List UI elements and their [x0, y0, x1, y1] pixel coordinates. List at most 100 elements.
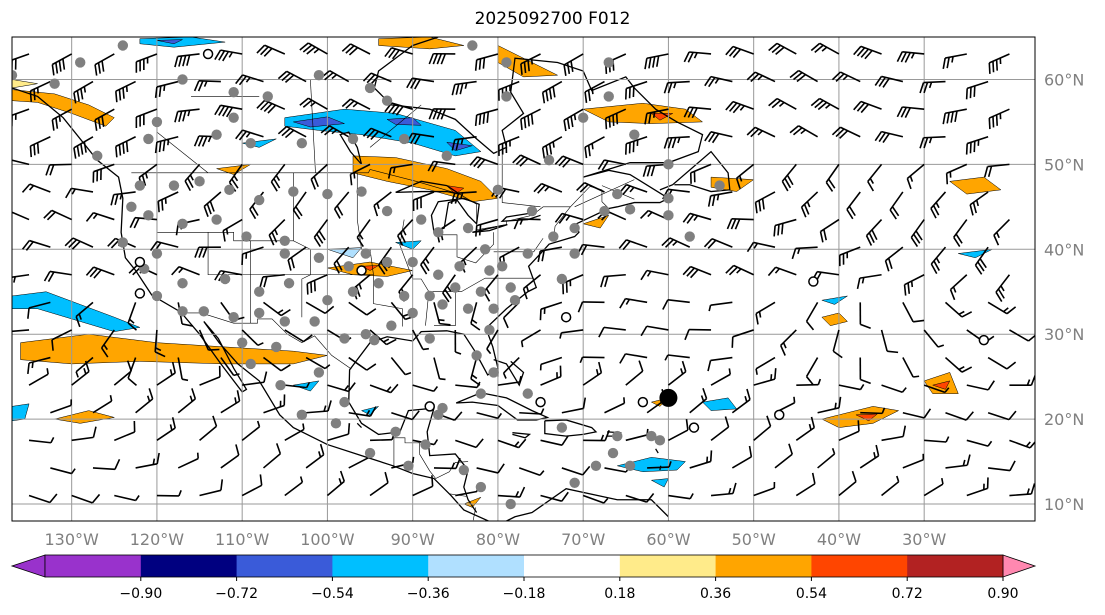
border-line [574, 179, 635, 208]
wind-barb [433, 457, 461, 470]
wind-barb [470, 302, 481, 331]
wind-barb [433, 302, 451, 326]
wind-barb [73, 136, 94, 159]
wind-barb [988, 108, 1010, 130]
wind-barb [241, 329, 264, 347]
wind-barb [725, 264, 755, 276]
station-dot [441, 150, 452, 162]
station-dot [288, 186, 299, 197]
wind-barb [486, 329, 499, 355]
station-dot [211, 214, 222, 225]
wind-barb [277, 70, 307, 83]
wind-barb [29, 80, 51, 102]
station-open-circle [688, 422, 700, 433]
wind-barb [71, 426, 97, 442]
wind-barb [942, 53, 967, 70]
station-open-circle [424, 401, 435, 412]
shaded-region [12, 291, 141, 332]
wind-barb [427, 160, 456, 172]
wind-barb [853, 45, 882, 60]
station-dot [49, 78, 60, 89]
wind-barb [184, 163, 201, 192]
wind-barb [235, 74, 264, 86]
wind-barb [707, 356, 733, 372]
station-dot [603, 91, 614, 102]
shaded-region [821, 312, 848, 326]
station-dot [313, 367, 325, 378]
wind-barb [442, 274, 456, 303]
station-dot [424, 333, 435, 344]
station-dot [437, 402, 448, 414]
wind-barb [115, 80, 136, 103]
wind-barb [561, 397, 587, 414]
wind-barb [326, 470, 346, 497]
wind-barb [949, 274, 968, 301]
border-line [501, 147, 541, 208]
political-borders [12, 79, 635, 521]
wind-barb [28, 437, 55, 444]
station-dot [143, 133, 154, 145]
wind-barb [305, 443, 325, 469]
station-dot [12, 70, 18, 81]
station-dot [475, 286, 487, 297]
wind-barb [412, 475, 434, 497]
wind-barb [1009, 483, 1035, 497]
colorbar-segment [332, 555, 429, 577]
wind-barb [789, 125, 819, 138]
wind-barb [341, 43, 371, 56]
wind-barb [988, 53, 1010, 74]
wind-barb [43, 270, 72, 283]
wind-barb [902, 357, 920, 378]
wind-barb [860, 407, 886, 415]
station-dot [509, 295, 521, 306]
station-dot [254, 307, 265, 319]
wind-barb [919, 135, 946, 149]
wind-barb [753, 415, 772, 441]
wind-barb [348, 356, 377, 371]
wind-barb [27, 356, 51, 375]
wind-barb [306, 274, 328, 295]
wind-barb [753, 481, 776, 497]
wind-barb [640, 269, 669, 281]
wind-barb [299, 42, 328, 55]
station-dot [360, 328, 371, 340]
station-dot [556, 273, 568, 285]
wind-barb [12, 159, 30, 166]
colorbar-tick-label: 0.72 [892, 586, 923, 602]
wind-barb [474, 108, 499, 127]
wind-barb [12, 273, 30, 283]
station-dot [398, 290, 410, 302]
wind-barb [896, 106, 925, 118]
longitude-label: 130°W [44, 530, 99, 549]
map-frame [11, 36, 1036, 522]
wind-barb [256, 99, 286, 114]
border-line [472, 507, 477, 521]
wind-barb [795, 416, 816, 441]
wind-barb [600, 273, 626, 288]
wind-barb [817, 396, 842, 414]
wind-barb [51, 108, 73, 131]
wind-barb [174, 108, 200, 123]
wind-barb [92, 459, 121, 471]
wind-barb [584, 136, 605, 159]
station-dot [526, 205, 538, 217]
wind-barb [584, 80, 605, 103]
wind-barb [268, 218, 286, 246]
highlight-station [659, 388, 678, 407]
coastline [339, 131, 363, 165]
wind-barb [942, 108, 967, 125]
wind-barb [100, 329, 115, 358]
wind-barb [983, 163, 1010, 178]
wind-barb [881, 384, 907, 394]
station-dot [407, 307, 418, 319]
wind-barb [45, 163, 72, 176]
wind-barb [198, 329, 220, 351]
wind-barb [625, 360, 644, 386]
station-dot [577, 112, 589, 123]
station-dot [254, 194, 265, 206]
wind-barb [880, 329, 899, 354]
wind-barb [110, 191, 136, 206]
border-line [429, 277, 534, 293]
wind-barb [731, 329, 754, 348]
